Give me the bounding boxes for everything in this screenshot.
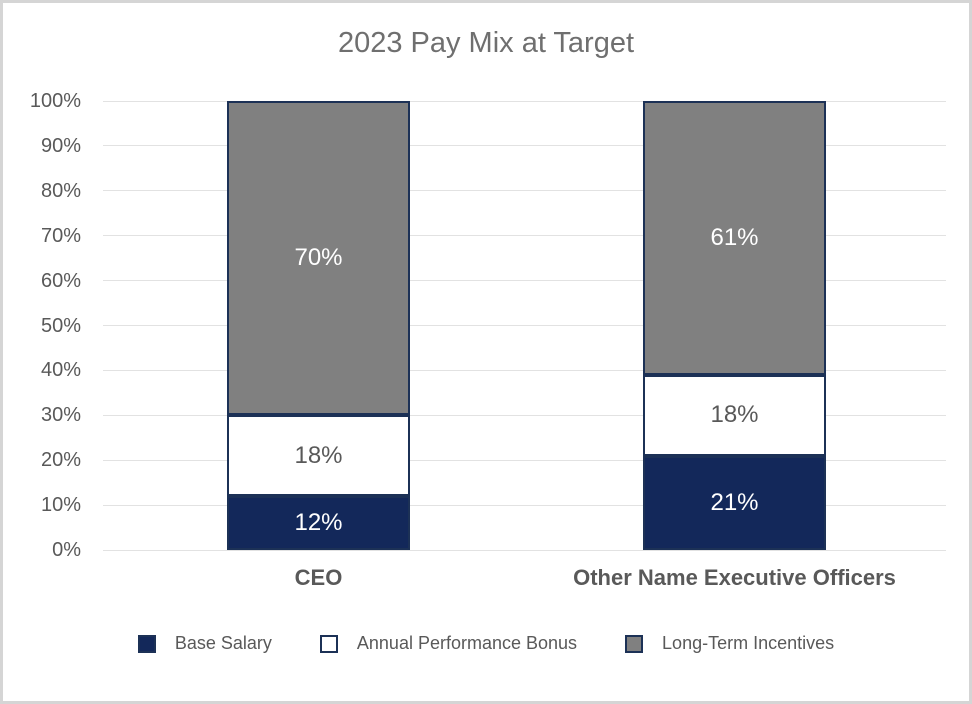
x-axis-labels: CEO Other Name Executive Officers <box>103 565 946 595</box>
bar-neo: 21% 18% 61% <box>643 101 826 550</box>
y-tick-label: 10% <box>40 494 81 517</box>
bar-segment-label: 18% <box>294 441 343 469</box>
legend-item: Base Salary <box>137 633 272 654</box>
y-tick-label: 50% <box>40 314 81 337</box>
category-label: CEO <box>294 565 343 590</box>
gridline <box>103 325 946 326</box>
bar-segment-label: 21% <box>710 488 759 516</box>
y-tick-label: 0% <box>52 539 81 561</box>
gridline <box>103 280 946 282</box>
bar-ceo: 12% 18% 70% <box>227 101 410 550</box>
legend-label: Long-Term Incentives <box>662 633 835 653</box>
y-tick-label: 30% <box>40 404 81 427</box>
legend-swatch <box>137 634 156 653</box>
bar-segment: 21% <box>643 455 826 550</box>
y-tick-label: 70% <box>40 224 81 247</box>
legend-swatch <box>625 634 644 653</box>
y-tick-label: 40% <box>40 359 81 382</box>
legend-label: Base Salary <box>174 633 272 653</box>
bar-segment-label: 12% <box>294 509 343 537</box>
bar-segment: 70% <box>227 101 410 416</box>
y-tick-label: 80% <box>40 179 81 202</box>
gridline <box>103 549 946 551</box>
bar-segment: 18% <box>227 415 410 497</box>
bar-segment-label: 18% <box>710 401 759 429</box>
bar-segment: 12% <box>227 496 410 550</box>
gridline <box>103 235 946 237</box>
gridline <box>103 369 946 371</box>
gridline <box>103 414 946 416</box>
gridline <box>103 190 946 192</box>
y-tick-label: 20% <box>40 449 81 472</box>
y-tick-label: 90% <box>40 134 81 157</box>
plot-area: 12% 18% 70% 21% 18% 61% <box>103 100 946 551</box>
y-tick-label: 60% <box>40 269 81 292</box>
legend-item: Long-Term Incentives <box>625 633 834 654</box>
legend-label: Annual Performance Bonus <box>356 633 578 653</box>
legend-item: Annual Performance Bonus <box>319 633 578 654</box>
bar-segment: 61% <box>643 101 826 375</box>
y-axis: 0% 10% 20% 30% 40% 50% 60% 70% 80% 90% 100% <box>3 91 91 560</box>
y-tick-label: 100% <box>29 90 81 112</box>
gridline <box>103 504 946 506</box>
gridline <box>103 145 946 147</box>
chart-title: 2023 Pay Mix at Target <box>337 27 635 59</box>
bar-segment-label: 61% <box>710 223 759 251</box>
legend: Base Salary Annual Performance Bonus Long-… <box>3 633 969 654</box>
gridline <box>103 459 946 461</box>
legend-swatch <box>319 634 338 653</box>
gridline <box>103 100 946 102</box>
bar-segment: 18% <box>643 374 826 456</box>
bar-segment-label: 70% <box>294 244 343 272</box>
category-label: Other Name Executive Officers <box>573 565 896 590</box>
